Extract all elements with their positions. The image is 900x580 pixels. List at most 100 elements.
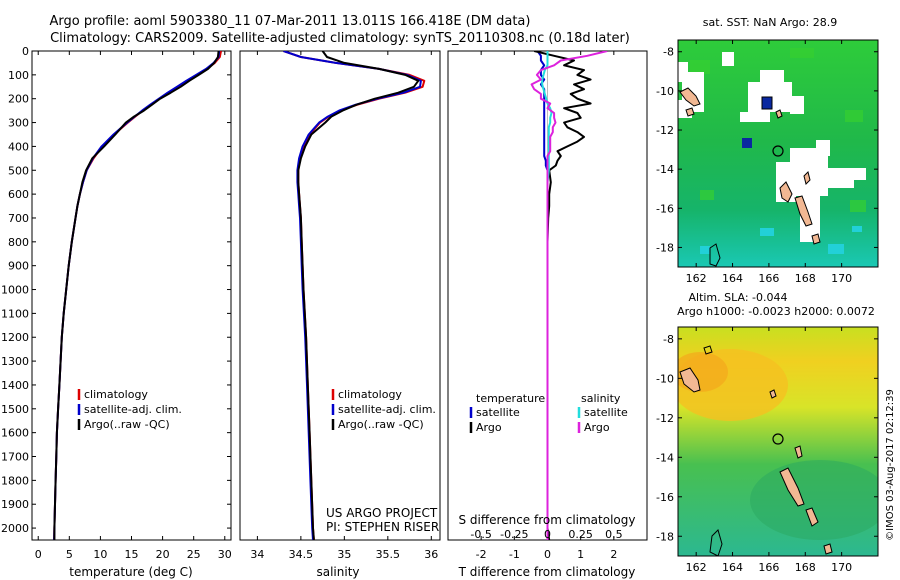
legend-heading: salinity <box>581 392 621 405</box>
lon-tick-label: 166 <box>758 561 779 574</box>
depth-tick-label: 700 <box>8 212 29 225</box>
x-tick-label: 0 <box>544 548 551 561</box>
sla-green-patch <box>750 460 878 540</box>
x-tick-label: -2 <box>476 548 487 561</box>
depth-tick-label: 600 <box>8 188 29 201</box>
lat-tick-label: -14 <box>656 451 674 464</box>
temperature-lines <box>53 51 222 540</box>
salinity-lines <box>283 51 426 540</box>
depth-tick-label: 500 <box>8 164 29 177</box>
lon-tick-label: 164 <box>722 272 743 285</box>
lat-tick-label: -16 <box>656 491 674 504</box>
depth-tick-label: 1100 <box>1 307 29 320</box>
x-tick-label: 1 <box>577 548 584 561</box>
x-tick-label: 25 <box>187 548 201 561</box>
x-tick-label: 36 <box>424 548 438 561</box>
s-diff-tick-label: 0.25 <box>568 528 593 541</box>
x-tick-label: 5 <box>66 548 73 561</box>
lat-tick-label: -12 <box>656 124 674 137</box>
salinity-panel: 34 34.5 35 35.5 36 climatology satellite-adj.… <box>239 50 441 579</box>
salinity-x-ticks: 34 34.5 35 35.5 36 <box>250 51 438 561</box>
x-tick-label: 15 <box>125 548 139 561</box>
lon-tick-label: 164 <box>722 561 743 574</box>
project-annotation-line2: PI: STEPHEN RISER <box>326 520 439 534</box>
depth-tick-label: 200 <box>8 93 29 106</box>
t-difference-label: T difference from climatology <box>458 565 636 579</box>
sla-map: Altim. SLA: -0.044 Argo h1000: -0.0023 h… <box>656 291 879 574</box>
depth-tick-label: 900 <box>8 260 29 273</box>
series-line-argo-raw-qc- <box>53 51 220 540</box>
legend-heading: temperature <box>476 392 545 405</box>
x-tick-label: 35 <box>337 548 351 561</box>
depth-tick-label: 800 <box>8 236 29 249</box>
s-diff-tick-label: 0.5 <box>605 528 623 541</box>
temperature-legend: climatology satellite-adj. clim. Argo(..ra… <box>77 388 182 431</box>
temperature-xlabel: temperature (deg C) <box>69 565 192 579</box>
lat-tick-label: -16 <box>656 202 674 215</box>
depth-tick-label: 2000 <box>1 522 29 535</box>
lon-tick-label: 168 <box>795 272 816 285</box>
sst-map-title: sat. SST: NaN Argo: 28.9 <box>703 16 837 29</box>
x-tick-label: 34.5 <box>289 548 314 561</box>
lon-tick-label: 162 <box>686 272 707 285</box>
argo-location-marker <box>772 145 784 157</box>
temperature-x-ticks: 0 5 10 15 20 25 30 <box>35 51 232 561</box>
figure-title-line1: Argo profile: aoml 5903380_11 07-Mar-201… <box>50 14 531 29</box>
sst-patches <box>690 48 866 212</box>
x-tick-label: 35.5 <box>376 548 401 561</box>
salinity-xlabel: salinity <box>316 565 359 579</box>
temperature-panel: 0100200300400500600700800900100011001200… <box>1 45 647 579</box>
depth-tick-label: 300 <box>8 117 29 130</box>
s-difference-label: S difference from climatology <box>459 513 636 527</box>
lon-tick-label: 168 <box>795 561 816 574</box>
legend-label: satellite <box>584 406 628 419</box>
x-tick-label: 34 <box>250 548 264 561</box>
x-tick-label: -1 <box>509 548 520 561</box>
s-diff-tick-label: -0.25 <box>500 528 528 541</box>
lat-tick-label: -14 <box>656 163 674 176</box>
lat-tick-label: -10 <box>656 85 674 98</box>
legend-label: Argo(..raw -QC) <box>338 418 424 431</box>
series-line-argo-raw-qc- <box>297 51 420 540</box>
depth-tick-label: 400 <box>8 140 29 153</box>
depth-tick-label: 1600 <box>1 427 29 440</box>
imos-timestamp: ©IMOS 03-Aug-2017 02:12:39 <box>885 389 896 541</box>
lon-tick-label: 166 <box>758 272 779 285</box>
difference-legend: temperaturesatelliteArgosalinitysatellit… <box>469 392 628 434</box>
legend-label: satellite <box>476 406 520 419</box>
legend-label: Argo <box>476 421 502 434</box>
difference-panel: -2 -1 0 1 2 temperaturesatelliteArgosalinity… <box>447 50 648 579</box>
depth-tick-label: 1900 <box>1 498 29 511</box>
depth-tick-label: 1000 <box>1 284 29 297</box>
series-line-salinity-argo <box>530 51 608 540</box>
lat-tick-label: -10 <box>656 372 674 385</box>
sla-map-axes: -8 -10 -12 -14 -16 -18 162 164 166 168 170 <box>656 327 878 574</box>
project-annotation-line1: US ARGO PROJECT <box>326 506 438 520</box>
depth-tick-label: 1800 <box>1 474 29 487</box>
legend-label: climatology <box>84 388 148 401</box>
legend-label: satellite-adj. clim. <box>84 403 182 416</box>
lon-tick-label: 170 <box>831 272 852 285</box>
depth-tick-label: 1500 <box>1 403 29 416</box>
lat-tick-label: -18 <box>656 241 674 254</box>
s-diff-tick-label: -0.5 <box>470 528 491 541</box>
x-tick-label: 30 <box>218 548 232 561</box>
sst-blue-pixel <box>761 96 773 110</box>
x-tick-label: 10 <box>93 548 107 561</box>
depth-tick-label: 100 <box>8 69 29 82</box>
s-difference-ticks: -0.5 -0.25 0 0.25 0.5 <box>470 528 622 541</box>
sla-islands <box>679 345 833 556</box>
difference-x-ticks: -2 -1 0 1 2 <box>476 51 617 561</box>
depth-tick-label: 0 <box>22 45 29 58</box>
s-diff-tick-label: 0 <box>544 528 551 541</box>
sst-map: sat. SST: NaN Argo: 28.9 <box>656 16 879 285</box>
legend-label: Argo(..raw -QC) <box>84 418 170 431</box>
depth-tick-label: 1400 <box>1 379 29 392</box>
salinity-axes <box>239 50 441 541</box>
salinity-legend: climatology satellite-adj. clim. Argo(..ra… <box>331 388 436 431</box>
legend-label: satellite-adj. clim. <box>338 403 436 416</box>
difference-lines <box>530 51 608 540</box>
sla-map-title-line1: Altim. SLA: -0.044 <box>688 291 787 304</box>
sst-islands <box>679 87 821 267</box>
